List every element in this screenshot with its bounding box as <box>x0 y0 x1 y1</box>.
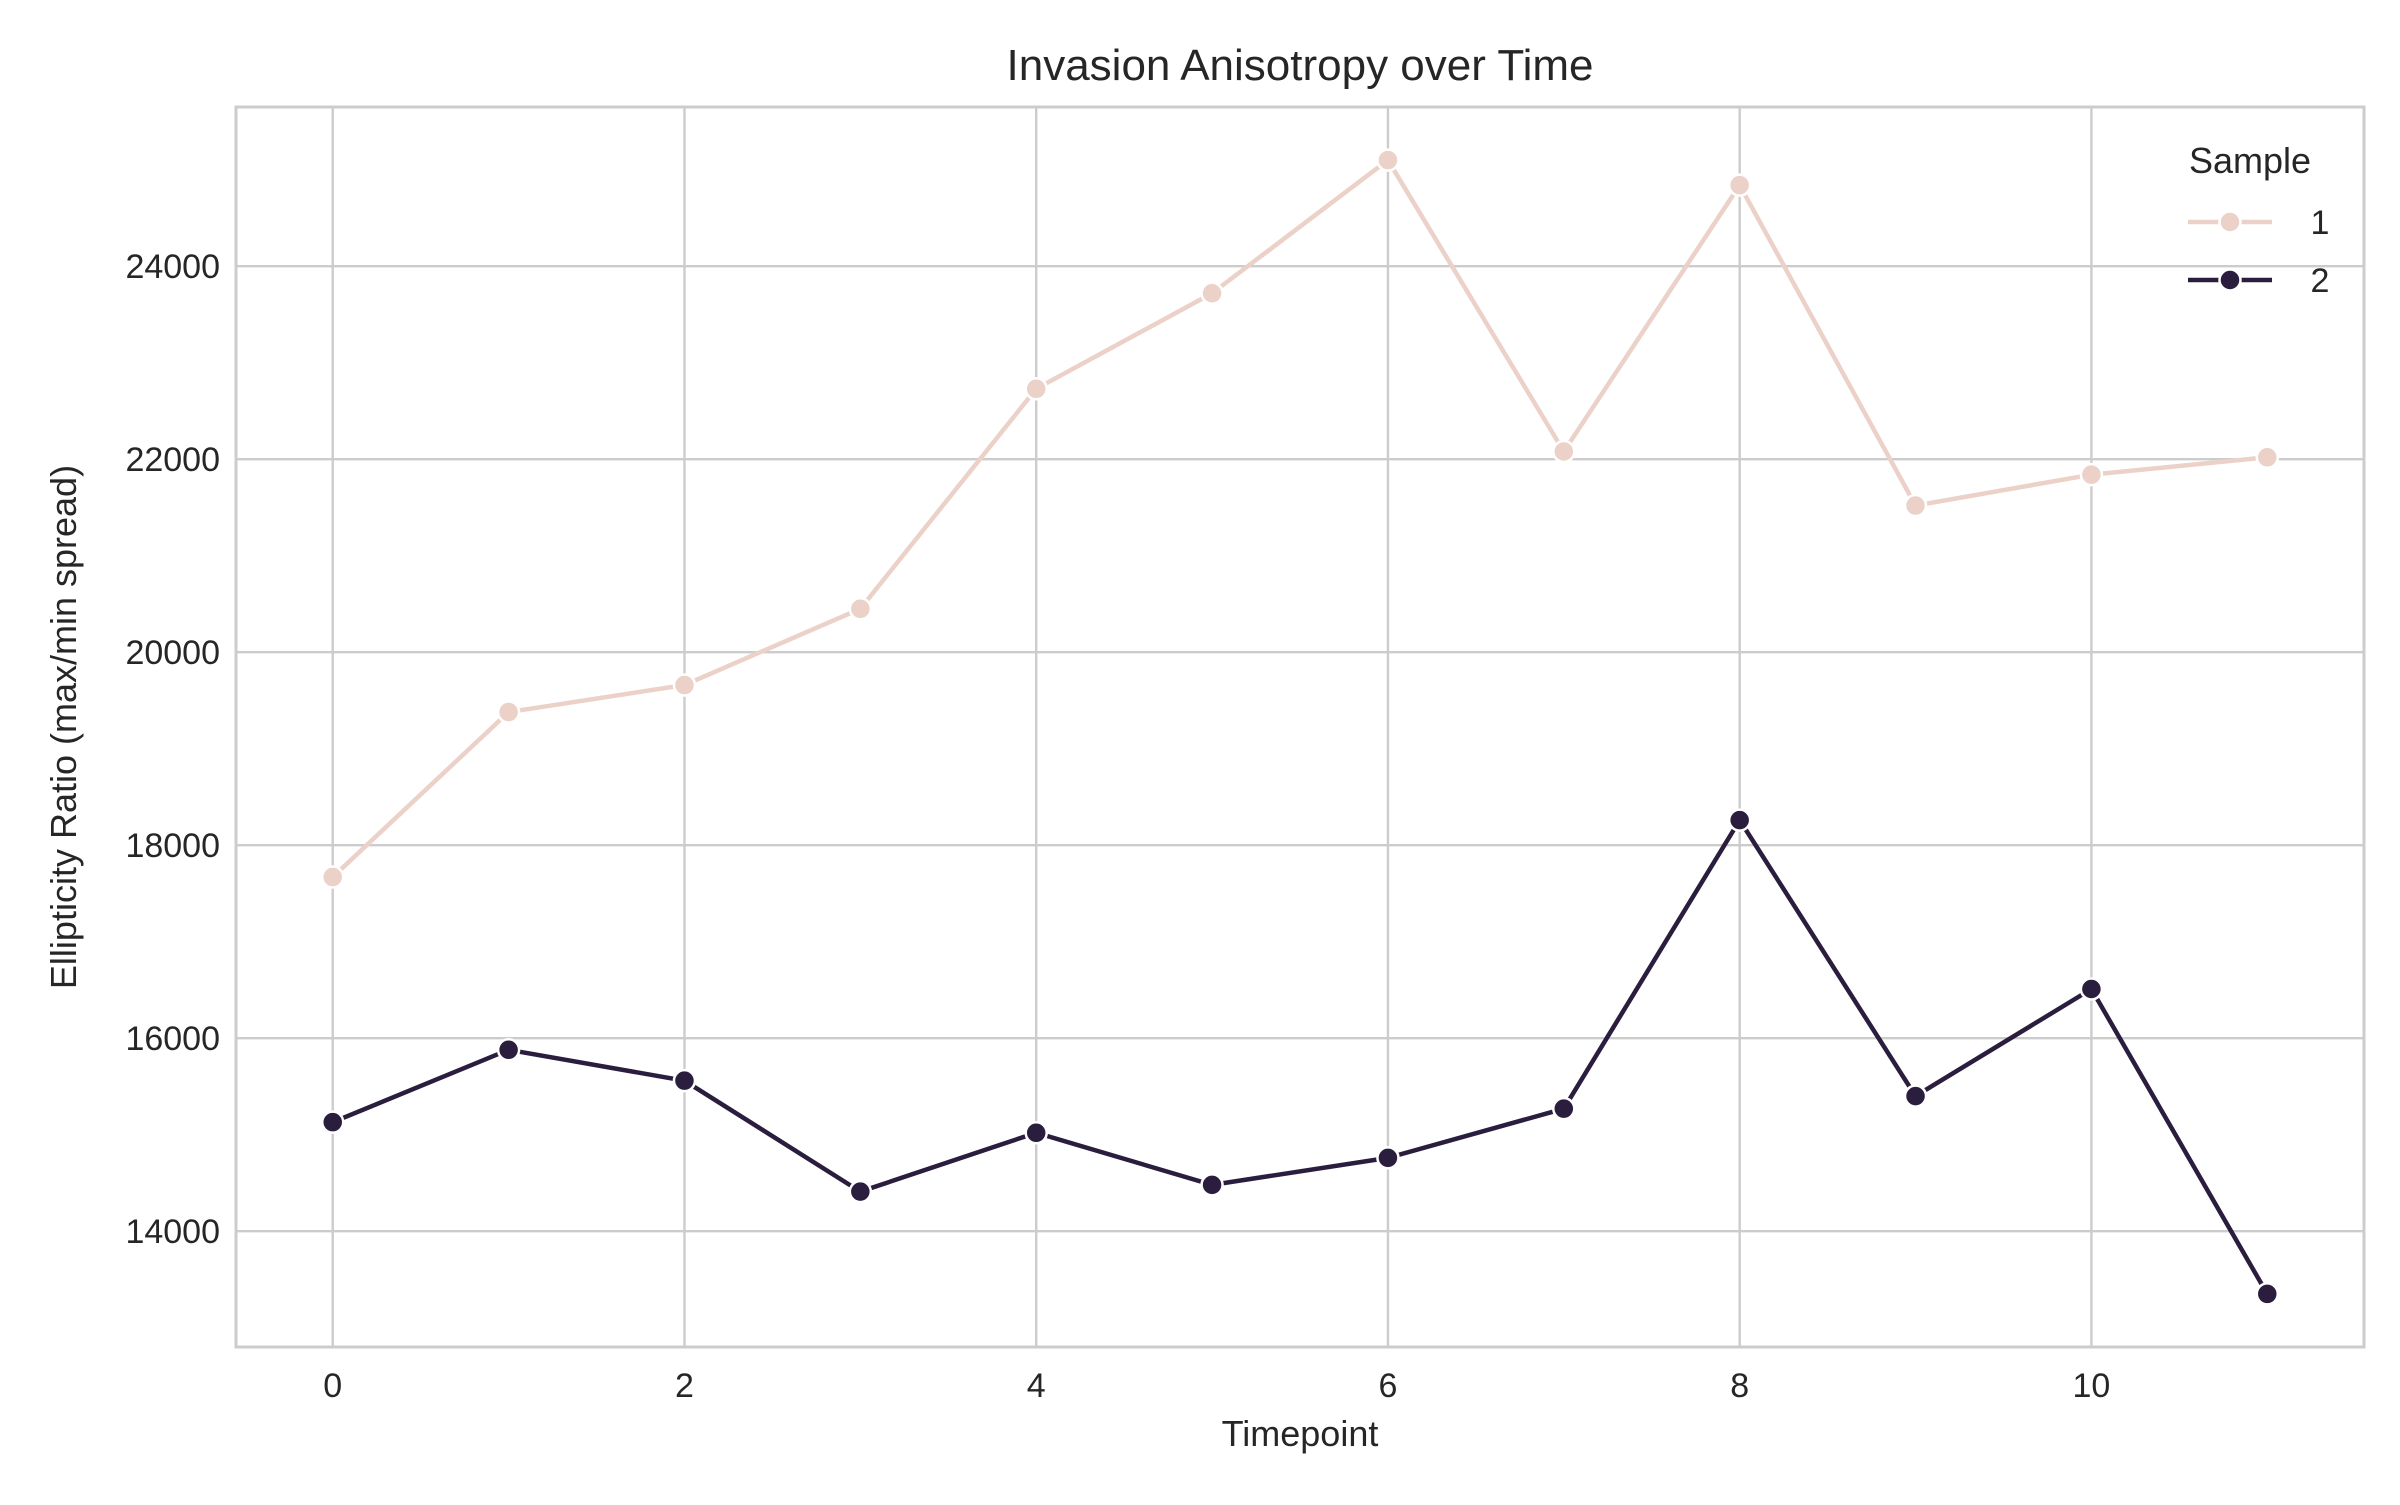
y-axis-title: Ellipticity Ratio (max/min spread) <box>43 465 84 989</box>
data-point <box>1552 1096 1576 1121</box>
legend-item: 2 <box>2188 262 2329 300</box>
grid <box>236 107 2364 1347</box>
data-point <box>1903 493 1928 518</box>
data-point <box>848 597 873 621</box>
legend-marker <box>2218 210 2242 234</box>
data-point <box>1727 173 1752 197</box>
y-tick-label: 16000 <box>125 1020 220 1058</box>
data-point <box>1024 377 1048 401</box>
x-axis-title: Timepoint <box>1222 1413 1379 1454</box>
data-point <box>496 700 521 724</box>
data-point <box>2255 445 2280 470</box>
data-point <box>496 1038 521 1062</box>
data-point <box>1552 439 1576 464</box>
x-tick-label: 8 <box>1730 1367 1749 1405</box>
data-point <box>2255 1282 2280 1306</box>
series-line <box>330 817 2270 1297</box>
data-point <box>1200 281 1224 305</box>
x-tick-label: 0 <box>323 1367 342 1405</box>
series-layer <box>320 148 2280 1306</box>
data-point <box>1727 808 1752 832</box>
data-point <box>1200 1173 1224 1197</box>
y-tick-label: 22000 <box>125 441 220 479</box>
data-point <box>672 673 697 697</box>
legend-label: 2 <box>2311 262 2330 300</box>
x-tick-label: 10 <box>2072 1367 2110 1405</box>
y-tick-label: 18000 <box>125 827 220 865</box>
series-line <box>330 157 2270 880</box>
data-point <box>2079 977 2104 1001</box>
data-point <box>320 865 345 889</box>
tick-labels: 0 2 4 6 8 10 14000 16000 18000 20000 22000 24000 <box>125 248 2110 1405</box>
data-point <box>320 1110 345 1134</box>
chart-title: Invasion Anisotropy over Time <box>1007 41 1594 90</box>
legend-marker <box>2218 268 2242 292</box>
data-point <box>1024 1121 1048 1145</box>
series-2 <box>320 808 2280 1306</box>
x-tick-label: 6 <box>1378 1367 1397 1405</box>
data-point <box>1376 148 1400 172</box>
y-tick-label: 20000 <box>125 634 220 672</box>
data-point <box>1376 1146 1400 1170</box>
x-tick-label: 4 <box>1027 1367 1046 1405</box>
y-tick-label: 24000 <box>125 248 220 286</box>
data-point <box>672 1068 697 1093</box>
legend-title: Sample <box>2189 140 2311 181</box>
legend-items: 12 <box>2188 204 2329 300</box>
legend: Sample 12 <box>2188 140 2329 300</box>
data-point <box>2079 462 2104 487</box>
legend-label: 1 <box>2311 204 2330 242</box>
data-point <box>1903 1084 1928 1108</box>
y-tick-label: 14000 <box>125 1213 220 1251</box>
legend-item: 1 <box>2188 204 2329 242</box>
plot-frame <box>234 105 2366 1349</box>
series-1 <box>320 148 2280 889</box>
x-tick-label: 2 <box>675 1367 694 1405</box>
data-point <box>848 1179 873 1204</box>
